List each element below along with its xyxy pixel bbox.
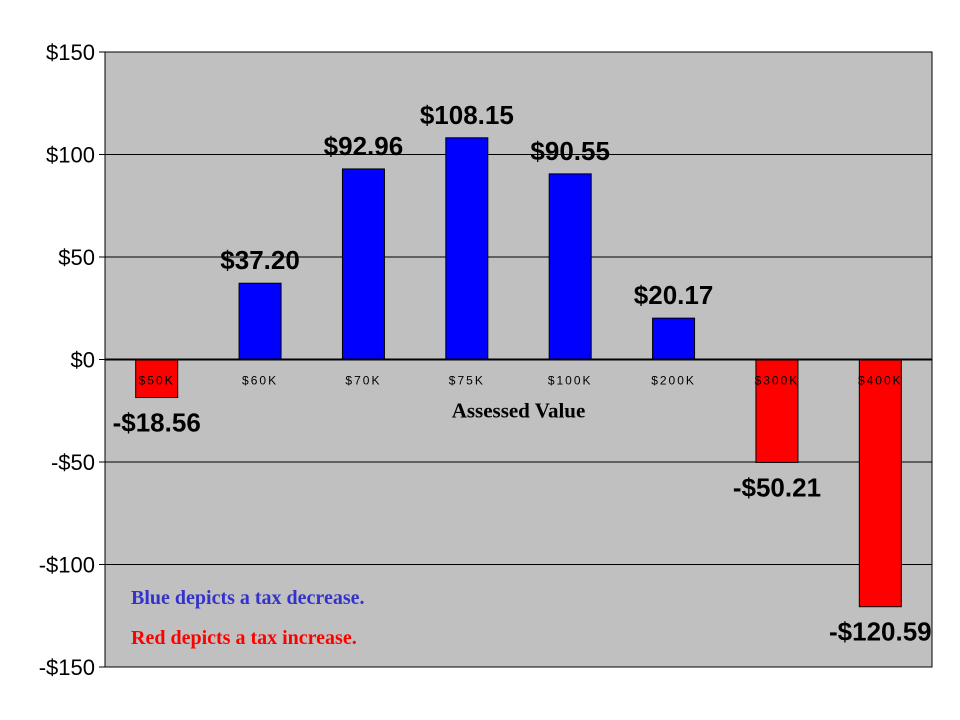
bar <box>445 137 489 360</box>
x-tick-label: $75K <box>449 374 485 388</box>
bar <box>341 168 385 360</box>
y-tick-label: -$50 <box>51 450 95 475</box>
data-label: $90.55 <box>530 136 610 166</box>
bar <box>135 359 179 399</box>
y-tick-label: -$150 <box>39 655 95 680</box>
data-label: $108.15 <box>420 100 514 130</box>
x-tick-label: $100K <box>548 374 593 388</box>
x-tick-label: $70K <box>345 374 381 388</box>
data-label: $20.17 <box>634 280 714 310</box>
x-axis-ticks: $50K $60K $70K $75K $100K $200K $300K $400K <box>139 374 903 388</box>
bar <box>858 359 902 608</box>
y-tick-label: $50 <box>58 245 95 270</box>
y-axis-ticks: $150 $100 $50 $0 -$50 -$100 -$150 <box>39 40 105 680</box>
x-tick-label: $200K <box>651 374 696 388</box>
y-tick-label: $100 <box>46 143 95 168</box>
y-tick-label: -$100 <box>39 553 95 578</box>
x-axis-title: Assessed Value <box>452 399 586 423</box>
bar <box>652 317 696 360</box>
data-label: $92.96 <box>324 131 404 161</box>
x-tick-label: $50K <box>139 374 175 388</box>
legend-note-red: Red depicts a tax increase. <box>131 627 357 649</box>
data-label: -$120.59 <box>829 617 932 647</box>
x-tick-label: $300K <box>755 374 800 388</box>
data-label: -$18.56 <box>113 408 201 438</box>
bars <box>135 137 902 608</box>
x-tick-label: $400K <box>858 374 903 388</box>
y-tick-label: $150 <box>46 40 95 65</box>
data-label: $37.20 <box>220 245 300 275</box>
data-labels: -$18.56 $37.20 $92.96 $108.15 $90.55 $20.17 -$… <box>113 100 932 647</box>
data-label: -$50.21 <box>733 472 821 502</box>
y-tick-label: $0 <box>71 348 95 373</box>
bar <box>548 173 592 360</box>
x-tick-label: $60K <box>242 374 278 388</box>
gridlines <box>105 154 932 565</box>
bar <box>238 282 282 360</box>
legend-note-blue: Blue depicts a tax decrease. <box>131 587 365 609</box>
